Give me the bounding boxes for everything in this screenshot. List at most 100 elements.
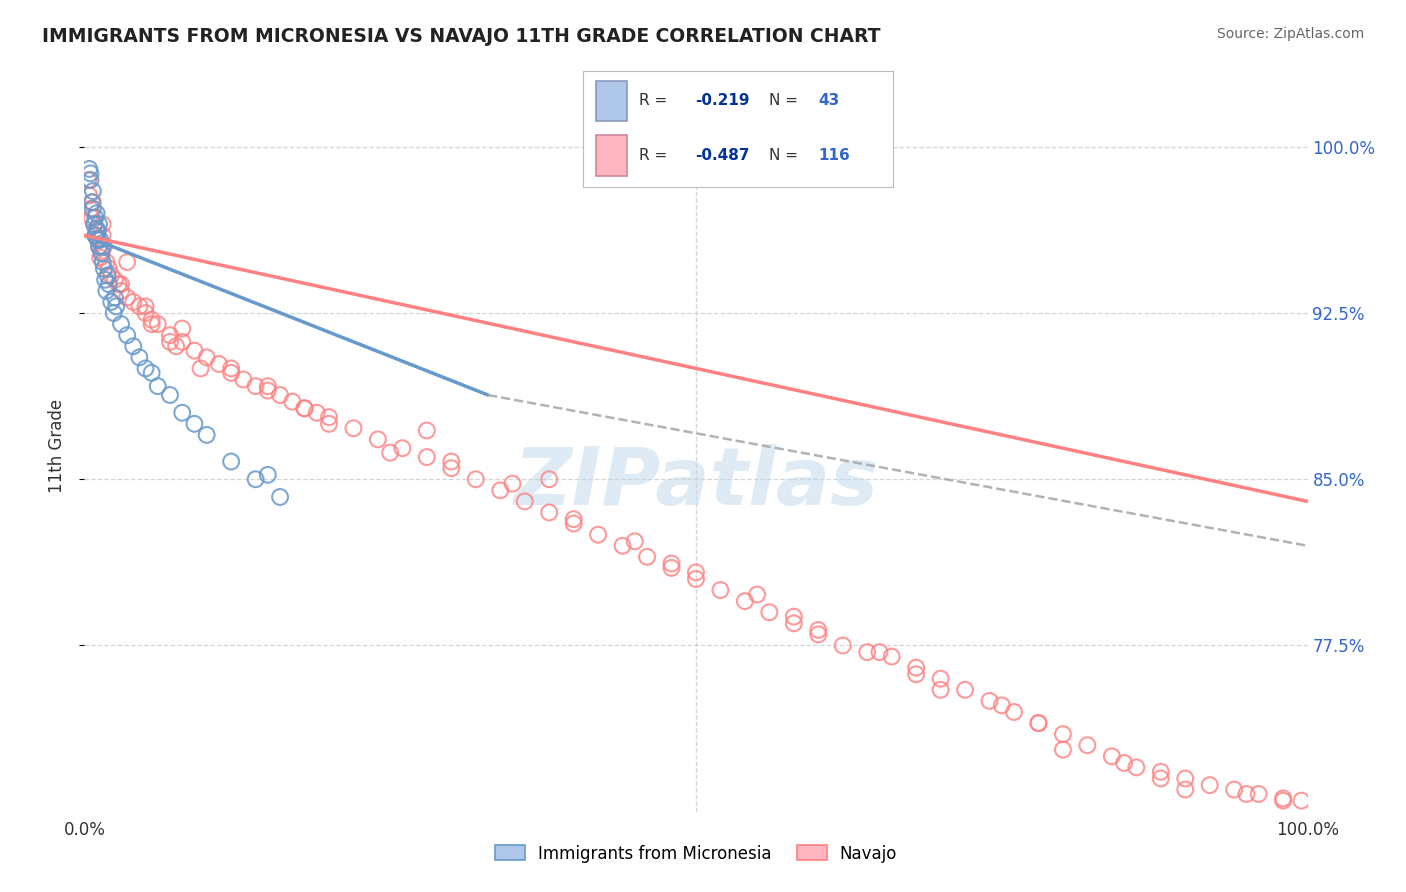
Point xyxy=(783,616,806,631)
Point xyxy=(305,406,328,420)
Point xyxy=(183,343,205,358)
Point xyxy=(141,317,163,331)
Point xyxy=(89,233,111,247)
Point xyxy=(1223,782,1246,797)
Point xyxy=(190,361,212,376)
Point xyxy=(502,476,524,491)
Point xyxy=(80,195,103,210)
Point xyxy=(165,339,187,353)
Point xyxy=(91,228,114,243)
Point xyxy=(94,273,117,287)
Point xyxy=(77,173,100,187)
Point xyxy=(636,549,658,564)
Point xyxy=(869,645,891,659)
Point xyxy=(1114,756,1136,770)
Point xyxy=(87,239,110,253)
Point xyxy=(1291,794,1313,808)
Point xyxy=(107,277,129,292)
Point xyxy=(219,366,242,380)
Point xyxy=(685,572,707,586)
Point xyxy=(257,379,280,393)
Point xyxy=(84,211,107,225)
Point xyxy=(115,328,138,343)
Point xyxy=(905,667,928,681)
Point xyxy=(110,317,132,331)
Point xyxy=(110,284,132,298)
Point xyxy=(991,698,1014,713)
Bar xyxy=(596,135,627,176)
Point xyxy=(79,166,101,180)
Point xyxy=(128,351,150,365)
Point xyxy=(831,639,853,653)
Point xyxy=(80,211,103,225)
Point xyxy=(82,202,104,216)
Point xyxy=(90,246,112,260)
Point xyxy=(661,561,683,575)
Point xyxy=(245,379,267,393)
Point xyxy=(219,361,242,376)
Point xyxy=(856,645,879,659)
Text: R =: R = xyxy=(640,94,672,109)
Point xyxy=(100,294,122,309)
Point xyxy=(1150,764,1173,779)
Point xyxy=(115,291,138,305)
Point xyxy=(747,587,769,601)
Point xyxy=(979,694,1001,708)
Point xyxy=(87,233,110,247)
Point xyxy=(929,672,952,686)
Point xyxy=(79,202,101,216)
Point xyxy=(1272,794,1295,808)
Point xyxy=(929,682,952,697)
Point xyxy=(122,339,145,353)
Point xyxy=(281,394,304,409)
Point xyxy=(104,273,127,287)
Point xyxy=(489,483,512,498)
Point xyxy=(90,244,112,258)
Point xyxy=(82,184,104,198)
Point xyxy=(87,233,110,247)
Point xyxy=(105,299,128,313)
Point xyxy=(257,384,280,398)
Point xyxy=(82,195,104,210)
Point xyxy=(96,255,118,269)
Point xyxy=(172,321,194,335)
Point xyxy=(758,605,780,619)
Point xyxy=(1028,716,1050,731)
Point xyxy=(1236,787,1258,801)
Point xyxy=(1174,782,1197,797)
Point xyxy=(135,306,157,320)
Point xyxy=(97,261,120,276)
Point xyxy=(159,328,181,343)
Point xyxy=(195,351,218,365)
Point xyxy=(77,161,100,176)
Point xyxy=(269,490,291,504)
Legend: Immigrants from Micronesia, Navajo: Immigrants from Micronesia, Navajo xyxy=(488,838,904,869)
Point xyxy=(538,506,561,520)
Point xyxy=(96,284,118,298)
Text: N =: N = xyxy=(769,94,803,109)
Point xyxy=(93,261,115,276)
Point xyxy=(1028,716,1050,731)
Point xyxy=(83,218,105,232)
Point xyxy=(245,472,267,486)
Point xyxy=(86,221,108,235)
Point xyxy=(83,218,105,232)
Point xyxy=(440,461,463,475)
Point xyxy=(257,467,280,482)
Point xyxy=(141,366,163,380)
Point xyxy=(135,361,157,376)
Point xyxy=(86,206,108,220)
Point xyxy=(141,312,163,326)
Point xyxy=(195,428,218,442)
Point xyxy=(953,682,976,697)
Point xyxy=(1052,727,1074,741)
Point xyxy=(104,291,127,305)
Point xyxy=(380,445,402,459)
Point xyxy=(87,239,110,253)
Point xyxy=(1052,742,1074,756)
Point xyxy=(183,417,205,431)
Point xyxy=(87,218,110,232)
Point xyxy=(103,306,125,320)
Point xyxy=(208,357,231,371)
Point xyxy=(342,421,364,435)
